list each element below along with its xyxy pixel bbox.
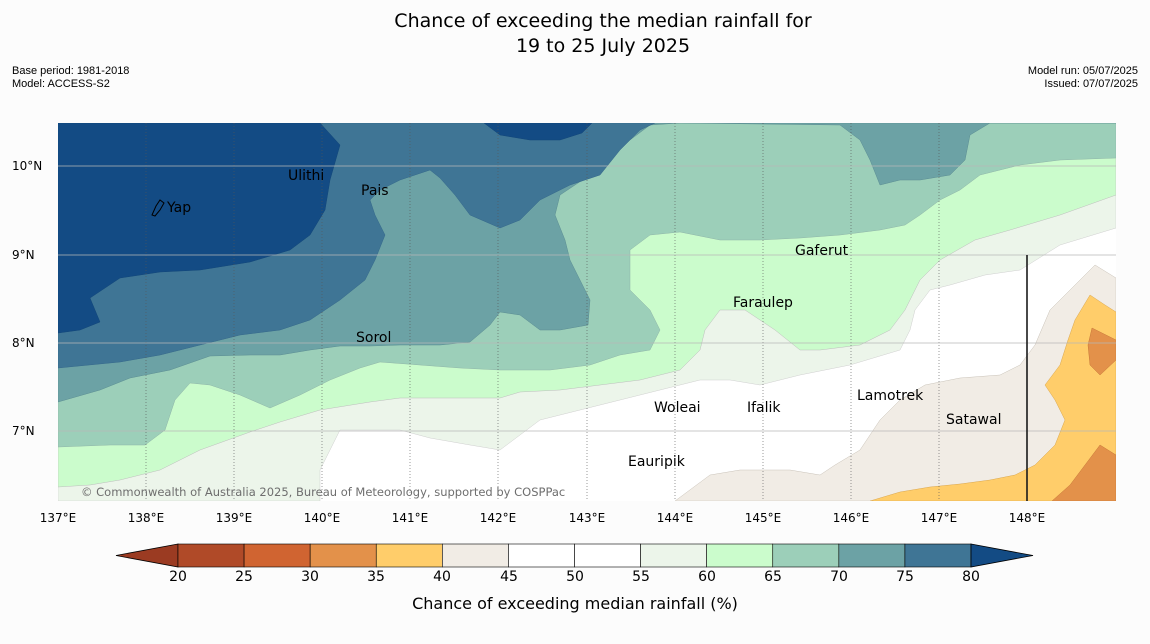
lon-tick-label: 143°E <box>568 511 606 525</box>
lon-tick-label: 145°E <box>744 511 782 525</box>
colorbar-segment <box>375 543 443 568</box>
meta-right: Model run: 05/07/2025 Issued: 07/07/2025 <box>1028 65 1138 91</box>
colorbar-tick-label: 30 <box>301 569 319 585</box>
place-label-gaferut: Gaferut <box>795 243 849 259</box>
colorbar-segment <box>772 543 840 568</box>
colorbar <box>115 543 1034 568</box>
lon-tick-label: 139°E <box>215 511 253 525</box>
place-label-ifalik: Ifalik <box>747 400 781 416</box>
contour-30-35-east <box>1087 327 1116 376</box>
place-label-pais: Pais <box>361 183 389 199</box>
model-text: Model: ACCESS-S2 <box>12 78 110 90</box>
colorbar-tick-label: 60 <box>698 569 716 585</box>
colorbar-segment <box>706 543 774 568</box>
place-label-faraulep: Faraulep <box>733 295 793 311</box>
colorbar-segment <box>243 543 311 568</box>
graticule <box>145 123 940 501</box>
place-label-ulithi: Ulithi <box>288 168 325 184</box>
lon-tick-label: 148°E <box>1008 511 1046 525</box>
colorbar-tick-label: 55 <box>632 569 650 585</box>
colorbar-segment <box>309 543 377 568</box>
colorbar-title: Chance of exceeding median rainfall (%) <box>412 594 738 613</box>
colorbar-tick-label: 40 <box>433 569 451 585</box>
colorbar-over-triangle <box>970 543 1034 568</box>
lon-tick-label: 147°E <box>920 511 958 525</box>
contour-80-plus <box>58 123 341 334</box>
model-run-text: Model run: 05/07/2025 <box>1027 65 1138 77</box>
lon-tick-label: 146°E <box>832 511 870 525</box>
colorbar-under-triangle <box>115 543 179 568</box>
contour-35-40 <box>869 294 1116 501</box>
lon-tick-label: 137°E <box>39 511 77 525</box>
place-label-sorol: Sorol <box>356 330 392 346</box>
lat-tick-label: 8°N <box>12 336 35 350</box>
colorbar-tick-label: 25 <box>235 569 253 585</box>
contour-40-45 <box>674 264 1116 501</box>
colorbar-segment <box>442 543 509 568</box>
place-label-woleai: Woleai <box>654 400 701 416</box>
contour-80-plus-north <box>483 123 593 141</box>
colorbar-segment <box>838 543 906 568</box>
lon-tick-label: 138°E <box>127 511 165 525</box>
meta-left: Base period: 1981-2018 Model: ACCESS-S2 <box>12 65 129 91</box>
colorbar-tick-label: 35 <box>367 569 385 585</box>
colorbar-tick-label: 75 <box>896 569 914 585</box>
latitude-lines <box>58 165 1116 432</box>
colorbar-segment <box>508 543 575 568</box>
lat-tick-label: 10°N <box>12 159 43 173</box>
lon-tick-label: 144°E <box>656 511 694 525</box>
colorbar-segment <box>904 543 972 568</box>
colorbar-tick-label: 20 <box>169 569 187 585</box>
colorbar-tick-label: 80 <box>962 569 980 585</box>
colorbar-segment <box>640 543 707 568</box>
colorbar-tick-label: 50 <box>566 569 584 585</box>
contour-30-35-south <box>1051 444 1116 501</box>
place-label-eauripik: Eauripik <box>628 454 685 470</box>
place-label-satawal: Satawal <box>946 412 1002 428</box>
map-title: Chance of exceeding the median rainfall … <box>0 9 1150 59</box>
lon-tick-label: 140°E <box>303 511 341 525</box>
colorbar-tick-label: 65 <box>764 569 782 585</box>
title-line-2: 19 to 25 July 2025 <box>515 35 691 57</box>
issued-text: Issued: 07/07/2025 <box>1044 78 1138 90</box>
place-label-yap: Yap <box>167 200 192 216</box>
colorbar-segment <box>177 543 245 568</box>
place-label-lamotrek: Lamotrek <box>857 388 924 404</box>
base-period-text: Base period: 1981-2018 <box>12 65 130 77</box>
yap-island <box>151 199 165 217</box>
lon-tick-label: 141°E <box>391 511 429 525</box>
lon-tick-label: 142°E <box>479 511 517 525</box>
title-line-1: Chance of exceeding the median rainfall … <box>394 10 812 32</box>
colorbar-tick-label: 45 <box>500 569 518 585</box>
lat-tick-label: 9°N <box>12 248 35 262</box>
lat-tick-label: 7°N <box>12 424 35 438</box>
copyright-text: © Commonwealth of Australia 2025, Bureau… <box>81 485 566 499</box>
colorbar-segment <box>574 543 641 568</box>
colorbar-tick-label: 70 <box>830 569 848 585</box>
